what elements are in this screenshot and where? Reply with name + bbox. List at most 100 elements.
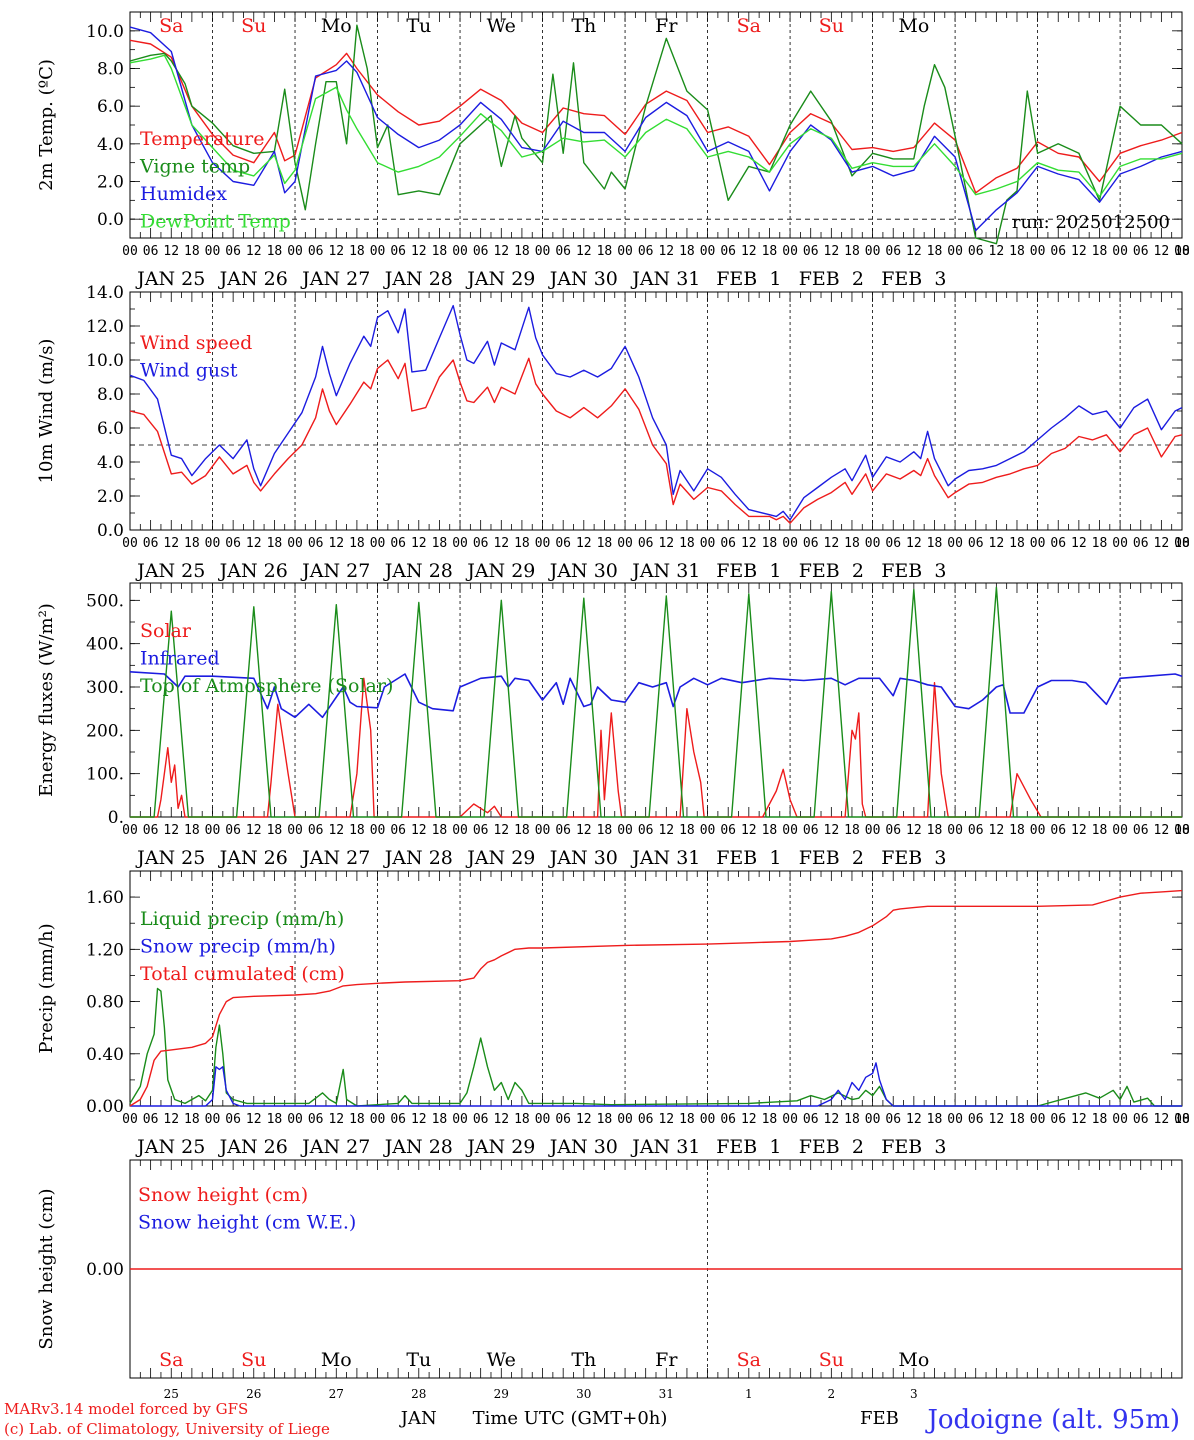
date-label: FEB 3 (881, 560, 946, 582)
y-tick-label: 300. (86, 678, 124, 698)
hour-label: 00 (617, 823, 633, 838)
y-tick-label: 0.40 (86, 1045, 124, 1065)
date-label: JAN 25 (135, 1136, 205, 1158)
hour-label: 12 (576, 1112, 592, 1127)
series-line-vigne-temp (129, 24, 1183, 245)
date-label: JAN 26 (218, 560, 288, 582)
hour-label: 12 (1154, 536, 1170, 551)
hour-label: 06 (555, 244, 571, 259)
hour-label: 06 (1050, 536, 1066, 551)
hour-label: 12 (246, 1112, 262, 1127)
hour-label: 06 (225, 823, 241, 838)
hour-label: 06 (390, 823, 406, 838)
panel-precip: 0.00 0.40 0.80 1.20 1.60 Precip (mm/h) Liquid … (36, 870, 1190, 1158)
series-line-dewpoint-temp (129, 54, 1183, 198)
hour-label: 12 (328, 536, 344, 551)
date-label: JAN 25 (135, 268, 205, 290)
hour-label: 06 (720, 1112, 736, 1127)
hour-label: 18 (844, 244, 860, 259)
hour-label: 18 (679, 244, 695, 259)
date-label: JAN 28 (383, 560, 453, 582)
hour-label: 06 (638, 244, 654, 259)
hour-label: 00 (122, 823, 138, 838)
hour-label: 18 (927, 536, 943, 551)
hour-label: 12 (328, 823, 344, 838)
weekday-label: Mo (898, 1349, 929, 1371)
hour-label: 12 (824, 244, 840, 259)
y-ticks (130, 11, 1182, 239)
date-label: FEB 2 (799, 1136, 864, 1158)
hour-label: 06 (720, 823, 736, 838)
hour-label: 00 (1112, 244, 1128, 259)
hour-label: 00 (205, 1112, 221, 1127)
hour-label: 00 (535, 536, 551, 551)
hour-label: 00 (782, 536, 798, 551)
y-axis-label: 10m Wind (m/s) (36, 339, 57, 484)
hour-label: 06 (968, 536, 984, 551)
hour-label: 00 (700, 244, 716, 259)
y-tick-label: 10.0 (86, 22, 124, 42)
month-label: FEB (860, 1408, 899, 1429)
hour-label: 12 (493, 536, 509, 551)
hour-label: 00 (617, 1112, 633, 1127)
panel-snow: 0.00 Snow height (cm) Snow height (cm) Snow… (36, 1159, 1183, 1429)
date-label: JAN 27 (300, 560, 370, 582)
hour-label: 06 (803, 244, 819, 259)
hour-label: 06 (473, 536, 489, 551)
date-label: JAN 28 (383, 847, 453, 869)
date-label: JAN 29 (465, 268, 535, 290)
series-line-liquid-precip-mm-h- (129, 987, 1182, 1107)
hour-label: 18 (762, 1112, 778, 1127)
legend-entry: Solar (140, 620, 192, 642)
panel-temp: 0.0 2.0 4.0 6.0 8.0 10.0 2m Temp. (ºC) Temperat… (36, 11, 1190, 290)
hour-label: 18 (1009, 823, 1025, 838)
series-line-wind-gust (129, 304, 1183, 521)
y-tick-label: 6.0 (97, 419, 124, 439)
x-ticks (129, 12, 1183, 238)
weekday-label: Sa (159, 1349, 183, 1371)
series-line-infrared (129, 671, 1183, 719)
hour-label: 18 (349, 823, 365, 838)
hour-label: 12 (1071, 244, 1087, 259)
hour-label: 12 (246, 244, 262, 259)
y-axis-label: Snow height (cm) (36, 1188, 57, 1349)
day-number: 26 (246, 1387, 261, 1401)
day-number: 2 (828, 1387, 836, 1401)
y-tick-label: 0.00 (86, 1260, 124, 1280)
hour-label: 12 (658, 536, 674, 551)
hour-label: 18 (1174, 823, 1190, 838)
y-tick-label: 4.0 (97, 135, 124, 155)
weekday-label: Tu (406, 15, 431, 37)
date-label: JAN 30 (548, 268, 618, 290)
y-tick-label: 100. (86, 765, 124, 785)
y-tick-label: 0.00 (86, 1097, 124, 1117)
day-separators (212, 12, 1121, 238)
hour-label: 00 (1174, 1112, 1190, 1127)
y-tick-label: 8.0 (97, 60, 124, 80)
date-label: FEB 2 (799, 560, 864, 582)
hour-labels: 00 06 12 18 00 06 12 18 00 06 12 18 00 06 12 18 00 06 12 18… (122, 1112, 1190, 1127)
hour-label: 06 (225, 1112, 241, 1127)
hour-label: 12 (741, 1112, 757, 1127)
hour-label: 12 (493, 1112, 509, 1127)
hour-label: 18 (432, 1112, 448, 1127)
hour-label: 18 (762, 823, 778, 838)
date-label: JAN 28 (383, 1136, 453, 1158)
day-number: 3 (910, 1387, 918, 1401)
hour-label: 12 (906, 823, 922, 838)
series-line-humidex (129, 26, 1183, 232)
hour-label: 12 (906, 1112, 922, 1127)
hour-label: 12 (328, 1112, 344, 1127)
date-label: JAN 31 (630, 847, 700, 869)
hour-label: 06 (885, 244, 901, 259)
hour-label: 06 (555, 536, 571, 551)
hour-label: 06 (1133, 823, 1149, 838)
hour-label: 00 (700, 1112, 716, 1127)
date-label: JAN 26 (218, 847, 288, 869)
y-tick-label: 400. (86, 635, 124, 655)
hour-label: 00 (1030, 536, 1046, 551)
hour-label: 18 (1092, 1112, 1108, 1127)
date-label: JAN 31 (630, 268, 700, 290)
hour-label: 00 (700, 536, 716, 551)
date-label: FEB 1 (716, 1136, 781, 1158)
